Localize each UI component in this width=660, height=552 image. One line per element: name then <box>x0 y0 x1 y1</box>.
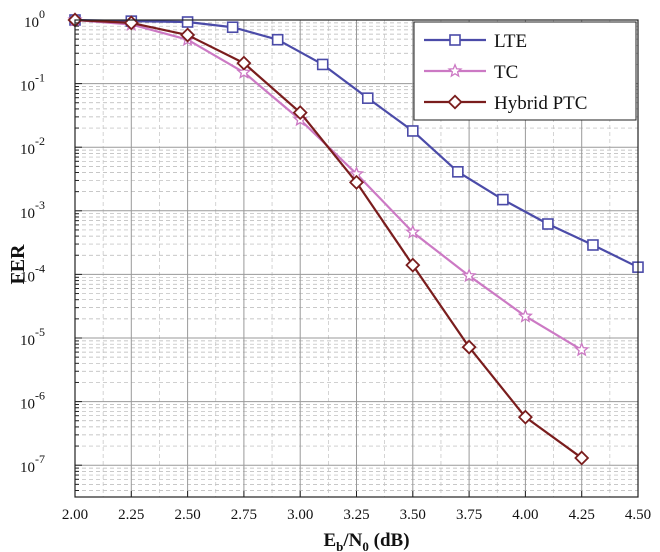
legend-marker <box>447 63 463 78</box>
y-tick-power: -7 <box>35 452 45 466</box>
x-tick-label: 2.50 <box>174 507 200 523</box>
y-tick-label: 10-3 <box>20 198 45 222</box>
legend: LTE TC Hybrid PTC <box>413 21 637 121</box>
y-tick-power: -1 <box>35 71 45 85</box>
y-tick-power: -2 <box>35 134 45 148</box>
legend-marker <box>449 34 461 46</box>
legend-entry: TC <box>424 62 518 83</box>
x-tick-label: 4.25 <box>569 507 595 523</box>
data-point <box>361 92 374 104</box>
y-tick-label: 100 <box>24 7 45 31</box>
x-tick-label: 2.25 <box>118 507 144 523</box>
y-tick-power: -4 <box>35 261 45 275</box>
series-line <box>74 18 583 459</box>
x-tick-label: 2.75 <box>231 507 257 523</box>
data-point <box>348 174 365 190</box>
data-point <box>406 125 419 137</box>
y-tick-base: 10 <box>20 269 35 285</box>
x-axis-title: Eb/N0 (dB) <box>323 530 409 552</box>
y-tick-power: -3 <box>35 198 45 212</box>
data-point <box>574 450 590 466</box>
series-layer <box>67 12 644 466</box>
data-point <box>497 193 509 206</box>
y-tick-base: 10 <box>24 15 39 31</box>
data-point <box>316 58 329 71</box>
x-tick-label: 3.25 <box>343 507 369 523</box>
data-point <box>180 27 196 43</box>
data-point <box>405 257 421 273</box>
x-tick-label: 4.00 <box>512 507 538 523</box>
legend-entry: LTE <box>424 31 527 52</box>
data-point <box>405 224 421 239</box>
y-tick-power: -5 <box>35 325 45 339</box>
data-point <box>574 341 590 357</box>
y-tick-power: 0 <box>39 7 45 21</box>
data-point <box>542 218 554 230</box>
data-point <box>517 409 533 425</box>
x-title-main: E <box>323 530 336 551</box>
data-point <box>226 21 239 34</box>
legend-marker <box>447 94 463 110</box>
x-title-sub2: 0 <box>362 539 369 552</box>
data-point <box>461 267 477 283</box>
data-point <box>271 33 284 46</box>
y-tick-base: 10 <box>20 333 35 349</box>
y-tick-label: 10-2 <box>20 134 45 158</box>
x-title-mid: /N <box>342 530 362 551</box>
y-tick-label: 10-6 <box>20 389 45 413</box>
x-title-sub1: b <box>336 539 343 552</box>
y-tick-base: 10 <box>20 397 35 413</box>
y-axis-title: FER <box>7 244 29 285</box>
x-tick-label: 2.00 <box>62 507 88 523</box>
legend-label: Hybrid PTC <box>494 93 587 114</box>
y-tick-label: 10-4 <box>20 261 45 285</box>
data-point <box>461 339 477 355</box>
y-tick-label: 10-5 <box>20 325 45 349</box>
x-tick-label: 4.50 <box>625 507 651 523</box>
y-tick-base: 10 <box>20 79 35 95</box>
data-point <box>181 16 194 28</box>
y-tick-label: 10-7 <box>20 452 45 476</box>
y-tick-base: 10 <box>20 460 35 476</box>
y-tick-base: 10 <box>20 206 35 222</box>
tick-marks <box>74 19 639 497</box>
data-point <box>587 239 599 251</box>
x-tick-label: 3.00 <box>287 507 313 523</box>
y-tick-power: -6 <box>35 389 45 403</box>
y-tick-base: 10 <box>20 142 35 158</box>
legend-label: LTE <box>494 31 527 52</box>
legend-entry: Hybrid PTC <box>424 93 587 114</box>
x-tick-label: 3.75 <box>456 507 482 523</box>
legend-label: TC <box>494 62 518 83</box>
data-point <box>292 105 308 121</box>
x-tick-label: 3.50 <box>400 507 426 523</box>
series-hybrid-ptc <box>67 12 590 466</box>
data-point <box>517 308 533 323</box>
data-point <box>236 64 252 79</box>
x-title-tail: (dB) <box>369 530 410 551</box>
data-point <box>452 166 464 178</box>
y-tick-label: 10-1 <box>20 71 45 95</box>
x-tick-labels: 2.00 2.25 2.50 2.75 3.00 3.25 3.50 3.75 4.00 4.25… <box>62 507 651 523</box>
data-point <box>236 55 252 71</box>
